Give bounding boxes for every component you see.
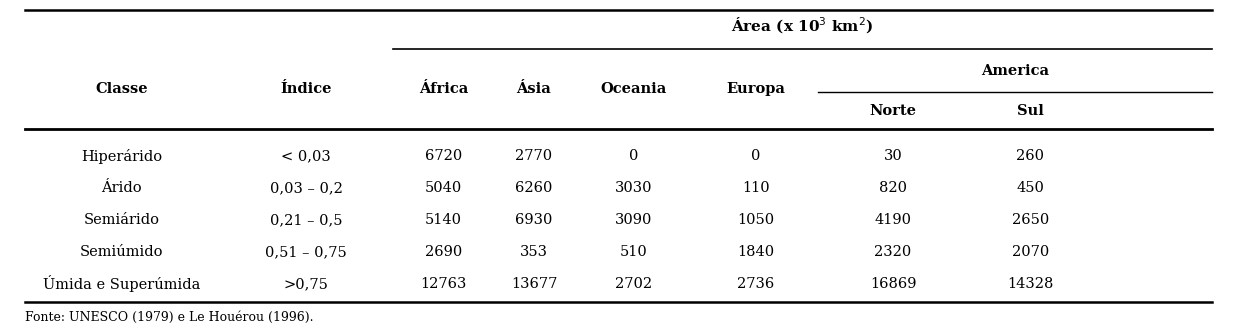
Text: Fonte: UNESCO (1979) e Le Houérou (1996).: Fonte: UNESCO (1979) e Le Houérou (1996)…	[25, 311, 313, 324]
Text: Sul: Sul	[1017, 104, 1044, 118]
Text: 1050: 1050	[737, 213, 774, 227]
Text: Hiperárido: Hiperárido	[81, 149, 162, 164]
Text: < 0,03: < 0,03	[281, 149, 331, 163]
Text: 2770: 2770	[516, 149, 552, 163]
Text: 4190: 4190	[874, 213, 912, 227]
Text: 2690: 2690	[425, 245, 462, 259]
Text: 16869: 16869	[869, 277, 917, 291]
Text: 0: 0	[751, 149, 761, 163]
Text: Classe: Classe	[95, 82, 149, 96]
Text: 2736: 2736	[737, 277, 774, 291]
Text: Índice: Índice	[280, 82, 332, 96]
Text: Semiúmido: Semiúmido	[80, 245, 164, 259]
Text: Área (x 10$^3$ km$^2$): Área (x 10$^3$ km$^2$)	[732, 16, 873, 36]
Text: 1840: 1840	[737, 245, 774, 259]
Text: 353: 353	[520, 245, 548, 259]
Text: >0,75: >0,75	[284, 277, 328, 291]
Text: 2320: 2320	[874, 245, 912, 259]
Text: Norte: Norte	[869, 104, 917, 118]
Text: 2702: 2702	[616, 277, 652, 291]
Text: 2070: 2070	[1012, 245, 1049, 259]
Text: 6930: 6930	[516, 213, 552, 227]
Text: 0: 0	[629, 149, 638, 163]
Text: 12763: 12763	[420, 277, 467, 291]
Text: África: África	[418, 82, 468, 96]
Text: Úmida e Superúmida: Úmida e Superúmida	[42, 276, 201, 292]
Text: 5140: 5140	[425, 213, 462, 227]
Text: 510: 510	[620, 245, 648, 259]
Text: 6720: 6720	[425, 149, 462, 163]
Text: 260: 260	[1017, 149, 1044, 163]
Text: 0,21 – 0,5: 0,21 – 0,5	[270, 213, 342, 227]
Text: 820: 820	[879, 181, 907, 195]
Text: 2650: 2650	[1012, 213, 1049, 227]
Text: 3030: 3030	[615, 181, 653, 195]
Text: Semiárido: Semiárido	[84, 213, 160, 227]
Text: Europa: Europa	[726, 82, 786, 96]
Text: 110: 110	[742, 181, 769, 195]
Text: 0,51 – 0,75: 0,51 – 0,75	[265, 245, 347, 259]
Text: 30: 30	[883, 149, 903, 163]
Text: 3090: 3090	[616, 213, 652, 227]
Text: America: America	[980, 64, 1049, 78]
Text: 450: 450	[1017, 181, 1044, 195]
Text: 13677: 13677	[511, 277, 557, 291]
Text: Oceania: Oceania	[601, 82, 667, 96]
Text: 6260: 6260	[516, 181, 552, 195]
Text: 14328: 14328	[1007, 277, 1054, 291]
Text: 5040: 5040	[425, 181, 462, 195]
Text: 0,03 – 0,2: 0,03 – 0,2	[270, 181, 342, 195]
Text: Árido: Árido	[101, 181, 142, 195]
Text: Ásia: Ásia	[517, 82, 551, 96]
